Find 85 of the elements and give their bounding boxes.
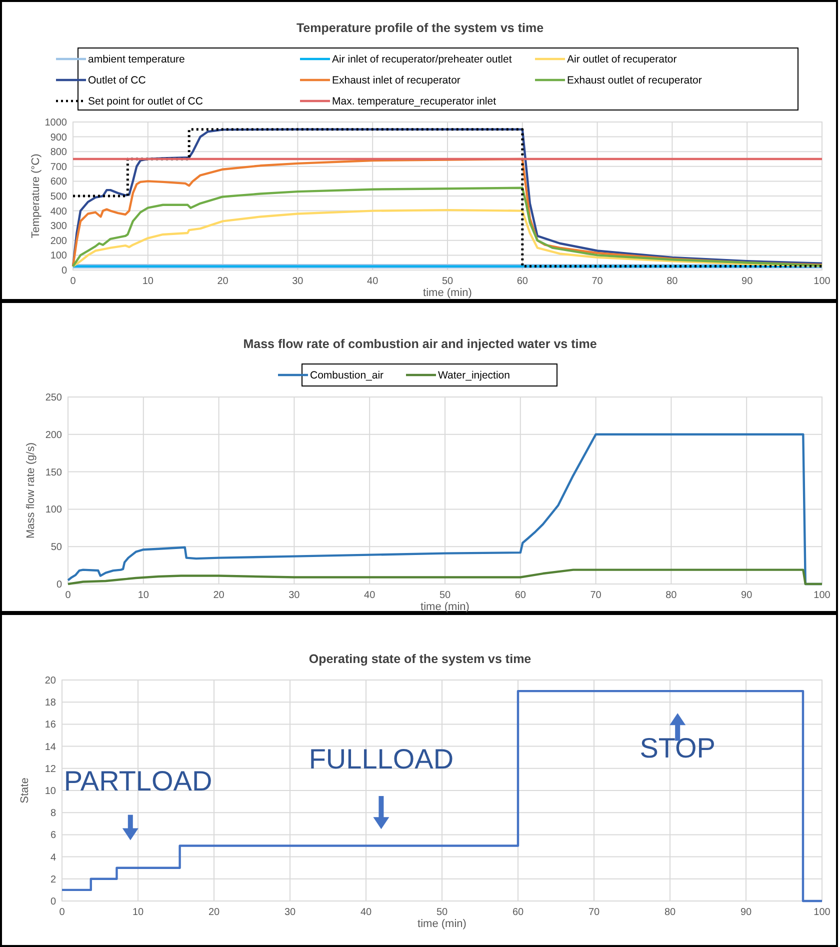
line-series [72, 208, 824, 268]
x-tick-label: 40 [367, 276, 379, 287]
y-tick-label: 200 [45, 430, 62, 441]
x-tick-label: 90 [741, 590, 753, 601]
legend-label: Exhaust outlet of recuperator [567, 74, 702, 87]
y-tick-label: 12 [44, 764, 56, 775]
x-tick-label: 30 [284, 907, 296, 918]
y-tick-label: 0 [61, 266, 68, 276]
x-tick-label: 100 [814, 276, 831, 287]
x-axis-title: time (min) [418, 918, 466, 930]
x-tick-label: 80 [664, 907, 676, 918]
y-tick-label: 4 [50, 852, 56, 864]
y-tick-label: 700 [50, 162, 68, 173]
x-axis-title: time (min) [420, 601, 470, 613]
y-tick-label: 2 [50, 874, 56, 886]
legend-label: Max. temperature_recuperator inlet [332, 96, 496, 108]
legend-label: Exhaust inlet of recuperator [332, 74, 461, 87]
y-axis-title: Mass flow rate (g/s) [25, 442, 37, 538]
x-tick-label: 10 [142, 276, 154, 287]
x-tick-label: 20 [213, 590, 225, 601]
legend-label: Outlet of CC [88, 74, 146, 87]
x-tick-label: 40 [360, 907, 372, 918]
x-tick-label: 80 [666, 276, 678, 287]
legend-label: Air outlet of recuperator [567, 54, 678, 66]
y-tick-label: 16 [44, 720, 56, 731]
y-axis-title: State [19, 778, 31, 804]
x-tick-label: 70 [588, 907, 600, 918]
y-tick-label: 0 [56, 580, 62, 590]
x-tick-label: 20 [208, 907, 220, 918]
line-series [72, 158, 824, 268]
y-tick-label: 250 [45, 392, 62, 404]
x-tick-label: 80 [666, 590, 678, 601]
y-tick-label: 150 [45, 467, 62, 478]
chart-title: Operating state of the system vs time [308, 652, 532, 666]
annotation: PARTLOAD [64, 766, 212, 796]
chart-title: Temperature profile of the system vs time [296, 21, 544, 35]
x-tick-label: 90 [742, 276, 754, 287]
x-tick-label: 20 [217, 276, 229, 287]
x-tick-label: 70 [590, 590, 602, 601]
x-tick-label: 60 [516, 276, 528, 287]
legend-label: ambient temperature [88, 54, 186, 66]
x-tick-label: 60 [512, 907, 524, 918]
x-tick-label: 50 [439, 590, 451, 601]
y-tick-label: 18 [44, 698, 56, 709]
x-axis-title: time (min) [423, 287, 472, 299]
y-tick-label: 400 [50, 206, 68, 218]
x-tick-label: 0 [70, 276, 76, 287]
y-tick-label: 6 [50, 830, 56, 842]
y-tick-label: 100 [45, 504, 62, 516]
x-tick-label: 50 [436, 907, 448, 918]
x-tick-label: 10 [132, 907, 144, 918]
x-tick-label: 30 [288, 590, 300, 601]
x-tick-label: 100 [814, 590, 831, 601]
y-tick-label: 0 [50, 896, 56, 908]
y-tick-label: 900 [50, 132, 68, 144]
y-tick-label: 600 [50, 176, 68, 188]
x-tick-label: 90 [740, 907, 752, 918]
y-tick-label: 14 [44, 742, 56, 753]
y-tick-label: 500 [50, 192, 68, 202]
line-series [72, 186, 824, 268]
y-tick-label: 1000 [44, 118, 68, 128]
chart-title: Mass flow rate of combustion air and injected water vs time [243, 337, 597, 351]
x-tick-label: 30 [292, 276, 304, 287]
legend-label: Combustion_air [310, 370, 384, 382]
x-tick-label: 50 [442, 276, 454, 287]
legend-label: Set point for outlet of CC [88, 96, 204, 108]
y-tick-label: 200 [50, 236, 68, 247]
x-tick-label: 10 [138, 590, 150, 601]
legend-label: Air inlet of recuperator/preheater outlet [332, 54, 512, 66]
x-tick-label: 100 [814, 907, 831, 918]
y-tick-label: 10 [44, 786, 56, 797]
x-tick-label: 70 [592, 276, 604, 287]
annotation: STOP [640, 732, 716, 764]
line-series [66, 568, 824, 586]
y-tick-label: 300 [50, 221, 68, 232]
legend-label: Water_injection [438, 370, 510, 382]
y-tick-label: 20 [44, 676, 56, 686]
x-tick-label: 60 [514, 590, 526, 601]
y-tick-label: 800 [50, 147, 68, 158]
y-tick-label: 8 [50, 808, 56, 820]
annotation: FULLLOAD [308, 743, 454, 774]
y-tick-label: 100 [50, 250, 68, 262]
y-axis-title: Temperature (°C) [30, 154, 42, 238]
x-tick-label: 40 [364, 590, 376, 601]
y-tick-label: 50 [50, 542, 62, 554]
